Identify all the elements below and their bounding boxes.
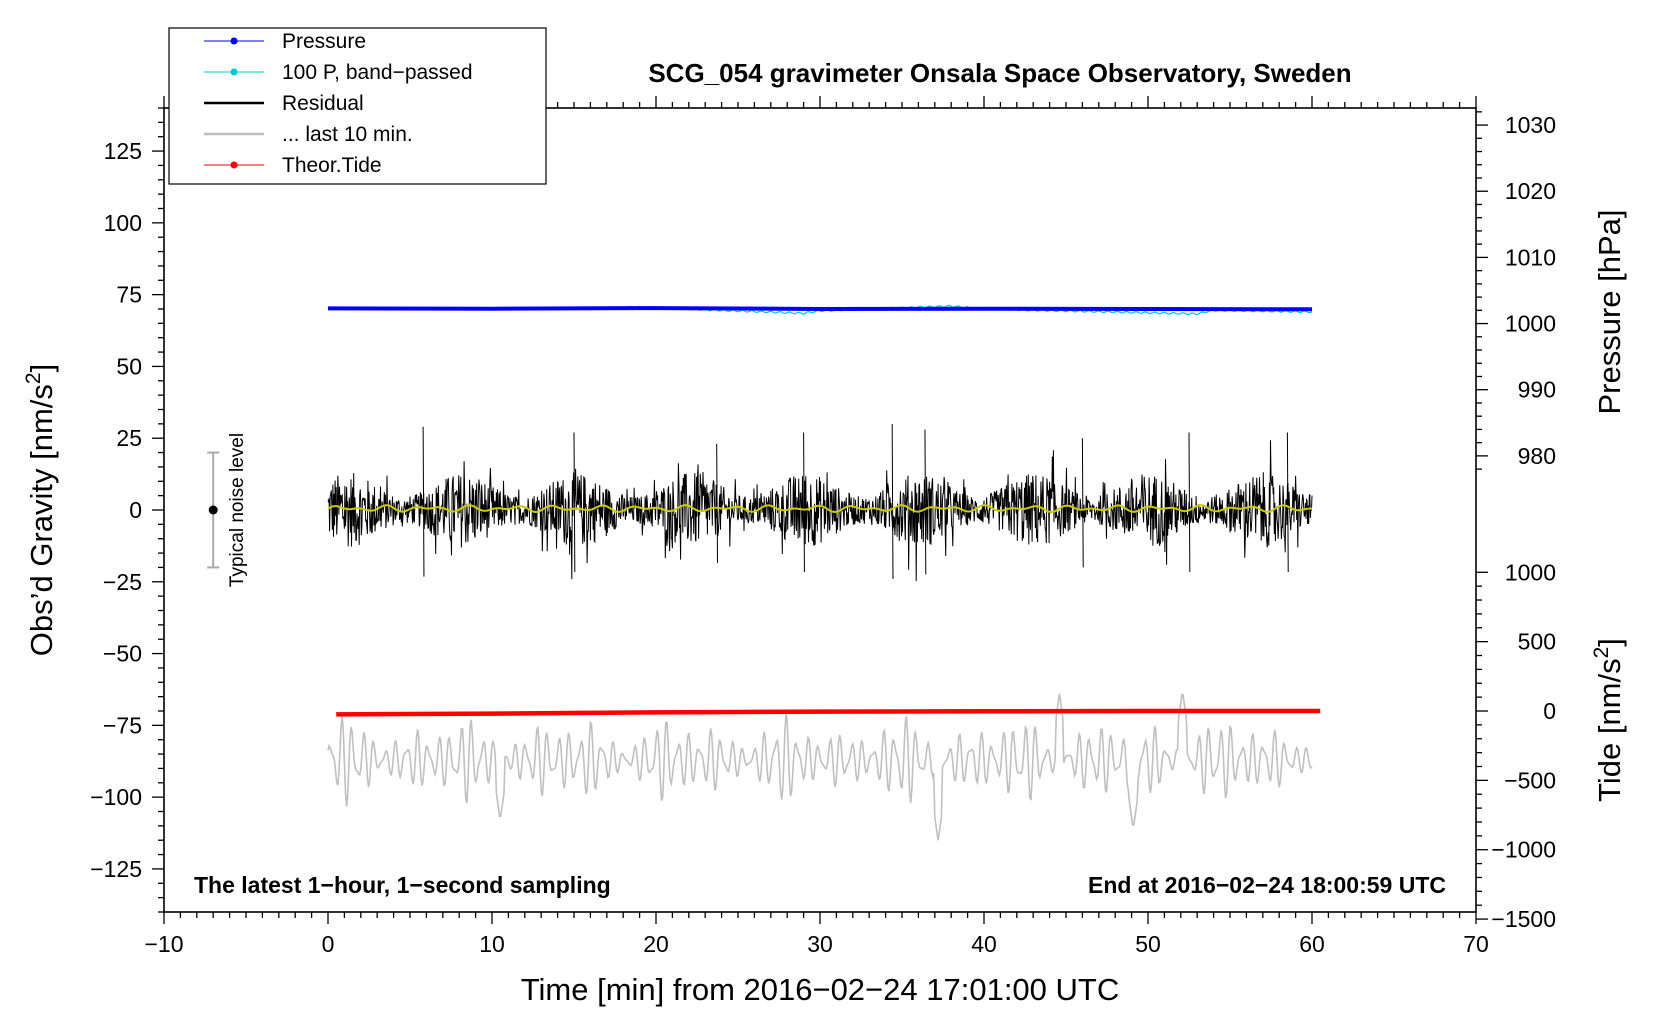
last-10-min-line [327, 693, 1313, 841]
chart-title: SCG_054 gravimeter Onsala Space Observat… [648, 58, 1351, 88]
pressure-axis-title: Pressure [hPa] [1592, 209, 1627, 414]
y-tick-label: 75 [116, 282, 142, 308]
y-tick-label: 0 [129, 497, 142, 523]
tide-tick-label: 0 [1543, 698, 1556, 724]
residual-spike [422, 426, 425, 577]
legend-swatch-dot [230, 68, 238, 76]
tide-axis: 1000 500 0 −500 −1000 −1500 [1476, 559, 1556, 932]
noise-level-label: Typical noise level [227, 433, 248, 587]
legend-label: 100 P, band−passed [282, 61, 473, 84]
y-tick-label: −50 [103, 641, 142, 667]
residual-line [327, 440, 1313, 582]
x-tick-label: 20 [643, 931, 669, 957]
residual-spike [1188, 432, 1191, 573]
y-tick-label: 100 [104, 210, 142, 236]
legend-swatch-dot [230, 161, 238, 169]
y-left-axis-title: Obs’d Gravity [nm/s2] [22, 364, 59, 657]
x-axis-title: Time [min] from 2016−02−24 17:01:00 UTC [521, 972, 1120, 1007]
pressure-tick-label: 1030 [1505, 112, 1556, 138]
y-tick-label: −75 [103, 712, 142, 738]
noise-level-indicator: Typical noise level [207, 433, 248, 587]
pressure-tick-label: 1010 [1505, 244, 1556, 270]
y-left-axis: 125 100 75 50 25 0 −25 −50 −75 −100 −125 [90, 107, 164, 913]
pressure-tick-label: 1020 [1505, 178, 1556, 204]
residual-spike [573, 432, 576, 573]
pressure-tick-label: 990 [1518, 377, 1556, 403]
tide-tick-label: 500 [1518, 629, 1556, 655]
tide-tick-label: −500 [1504, 767, 1556, 793]
y-tick-label: 25 [116, 425, 142, 451]
x-tick-label: −10 [144, 931, 183, 957]
x-tick-label: 60 [1299, 931, 1325, 957]
pressure-tick-label: 1000 [1505, 311, 1556, 337]
residual-spike [803, 432, 805, 573]
residual-spike [1286, 432, 1289, 573]
tide-axis-title: Tide [nm/s2] [1590, 638, 1627, 802]
residual-spike [716, 443, 718, 563]
end-time-note: End at 2016−02−24 18:00:59 UTC [1088, 872, 1446, 898]
y-tick-label: −25 [103, 569, 142, 595]
legend-label: ... last 10 min. [282, 123, 413, 146]
pressure-axis: 1030 1020 1010 1000 990 980 [1476, 111, 1556, 470]
x-tick-label: 40 [971, 931, 997, 957]
x-tick-label: 30 [807, 931, 833, 957]
y-tick-label: 125 [104, 138, 142, 164]
tide-tick-label: 1000 [1505, 559, 1556, 585]
tide-tick-label: −1500 [1491, 906, 1556, 932]
legend-label: Residual [282, 92, 364, 115]
legend-box [168, 27, 547, 185]
plot-data [327, 304, 1321, 841]
pressure-tick-label: 980 [1518, 443, 1556, 469]
x-tick-label: 70 [1463, 931, 1489, 957]
residual-spike [1081, 438, 1084, 568]
legend-label: Pressure [282, 30, 366, 53]
tide-line [336, 708, 1321, 717]
noise-center-dot [208, 505, 218, 515]
pressure-line [327, 306, 1313, 312]
tide-tick-label: −1000 [1491, 837, 1556, 863]
legend-swatch-dot [230, 37, 238, 45]
legend-label: Theor.Tide [282, 154, 382, 177]
y-tick-label: −100 [90, 784, 142, 810]
x-tick-label: 0 [322, 931, 335, 957]
residual-spike [924, 429, 927, 575]
filtered-residual-line [327, 504, 1313, 514]
x-tick-label: 10 [479, 931, 505, 957]
x-tick-label: 50 [1135, 931, 1161, 957]
sampling-note: The latest 1−hour, 1−second sampling [194, 872, 611, 898]
residual-spike [891, 423, 894, 579]
legend: Pressure 100 P, band−passed Residual ... la… [168, 27, 547, 185]
y-tick-label: −125 [90, 856, 142, 882]
y-tick-label: 50 [116, 353, 142, 379]
